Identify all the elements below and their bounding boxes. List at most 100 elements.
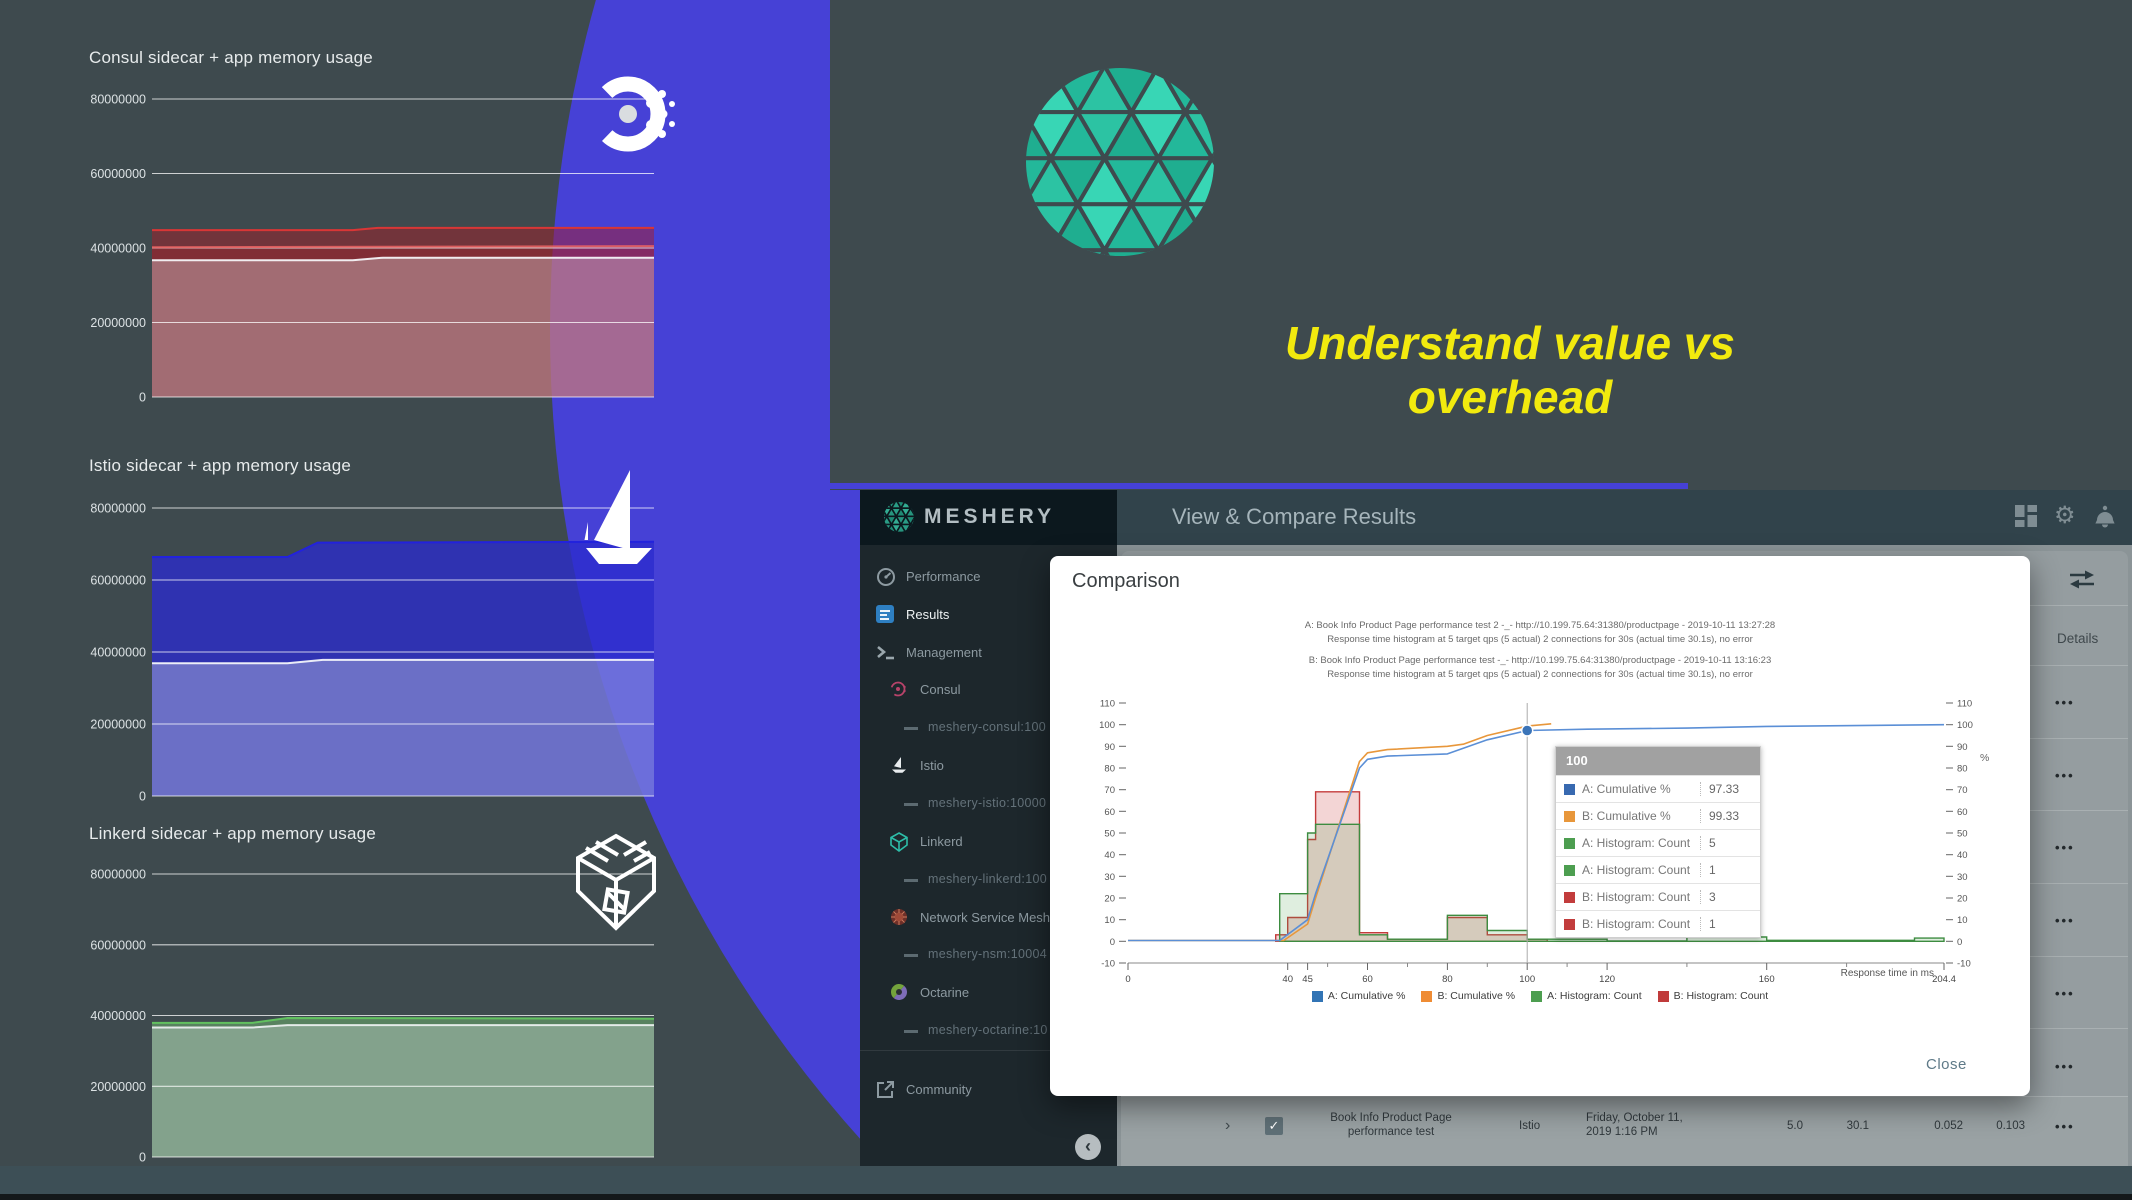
legend-item[interactable]: B: Cumulative % xyxy=(1421,990,1515,1002)
qps-cell: 5.0 xyxy=(1787,1120,1803,1132)
p50-cell: 0.052 xyxy=(1934,1120,1963,1132)
sidebar-item-label: Octarine xyxy=(920,985,970,1000)
series-swatch xyxy=(1564,864,1575,876)
svg-text:40000000: 40000000 xyxy=(90,242,146,256)
svg-text:20000000: 20000000 xyxy=(90,718,146,732)
svg-text:0: 0 xyxy=(1957,937,1962,948)
meshery-logo-icon xyxy=(1024,66,1216,263)
legend-label: A: Histogram: Count xyxy=(1547,990,1642,1002)
svg-text:0: 0 xyxy=(139,1151,146,1165)
svg-text:40: 40 xyxy=(1957,850,1968,861)
sidebar-item-label: Istio xyxy=(920,758,944,773)
dashboard-grid-icon[interactable] xyxy=(2015,505,2039,529)
consul-logo-icon xyxy=(588,66,680,167)
sidebar-item-community[interactable]: Community xyxy=(860,1078,1117,1104)
brand-wordmark: MESHERY xyxy=(924,505,1056,528)
duration-cell: 30.1 xyxy=(1846,1120,1869,1132)
sidebar-item-consul[interactable]: Consul xyxy=(860,678,1117,704)
row-checkbox[interactable]: ✓ xyxy=(1265,1117,1283,1135)
row-expand-chevron[interactable]: › xyxy=(1225,1117,1231,1134)
gauge-icon xyxy=(876,567,896,587)
sidebar-item-performance[interactable]: Performance xyxy=(860,565,1117,591)
svg-text:80: 80 xyxy=(1442,974,1453,985)
tooltip-row: A: Histogram: Count 5 xyxy=(1556,829,1760,856)
svg-text:110: 110 xyxy=(1957,699,1972,710)
svg-text:40: 40 xyxy=(1282,974,1293,985)
tooltip-value: 97.33 xyxy=(1700,782,1752,796)
svg-text:60000000: 60000000 xyxy=(90,167,146,181)
svg-text:80: 80 xyxy=(1957,764,1968,775)
results-icon xyxy=(876,605,896,625)
p99-cell: 0.103 xyxy=(1996,1120,2025,1132)
sidebar-item-results[interactable]: Results xyxy=(860,603,1117,629)
svg-text:0: 0 xyxy=(139,790,146,804)
notifications-bell-icon[interactable] xyxy=(2094,505,2118,529)
svg-text:0: 0 xyxy=(139,391,146,405)
sidebar-item-meshery-linkerd-100[interactable]: meshery-linkerd:100 xyxy=(860,868,1117,894)
brand-block[interactable]: MESHERY xyxy=(860,490,1117,545)
footer-strip xyxy=(0,1194,2132,1200)
legend-item[interactable]: A: Histogram: Count xyxy=(1531,990,1642,1002)
sidebar-item-label: Performance xyxy=(906,569,981,584)
sidebar-item-meshery-octarine-10[interactable]: meshery-octarine:10 xyxy=(860,1019,1117,1045)
tooltip-label: A: Histogram: Count xyxy=(1582,863,1691,877)
svg-text:30: 30 xyxy=(1104,872,1115,883)
istio-logo-icon xyxy=(584,466,654,593)
svg-text:30: 30 xyxy=(1957,872,1968,883)
svg-text:40000000: 40000000 xyxy=(90,646,146,660)
sidebar-collapse-button[interactable]: ‹ xyxy=(1075,1134,1101,1160)
row-menu-button[interactable]: ••• xyxy=(2055,1119,2075,1134)
svg-text:60: 60 xyxy=(1104,807,1115,818)
row-menu-button[interactable]: ••• xyxy=(2055,840,2075,855)
sidebar-item-meshery-consul-100[interactable]: meshery-consul:100 xyxy=(860,716,1117,742)
compare-arrows-icon[interactable] xyxy=(2068,567,2096,591)
series-swatch xyxy=(1564,810,1575,822)
sidebar-item-network-service-mesh[interactable]: Network Service Mesh xyxy=(860,906,1117,932)
legend-swatch xyxy=(1531,990,1543,1002)
sidebar-item-meshery-istio-10000[interactable]: meshery-istio:10000 xyxy=(860,792,1117,818)
tooltip-row: B: Histogram: Count 1 xyxy=(1556,910,1760,937)
close-button[interactable]: Close xyxy=(1926,1056,1967,1073)
tooltip-label: A: Cumulative % xyxy=(1582,782,1671,796)
svg-text:40000000: 40000000 xyxy=(90,1009,146,1023)
row-menu-button[interactable]: ••• xyxy=(2055,986,2075,1001)
svg-text:70: 70 xyxy=(1104,785,1115,796)
svg-text:60000000: 60000000 xyxy=(90,938,146,952)
page-title: View & Compare Results xyxy=(1172,504,1417,529)
dialog-title: Comparison xyxy=(1072,570,1180,592)
chart-title-b: B: Book Info Product Page performance te… xyxy=(1308,655,1772,666)
nsm-icon xyxy=(890,908,910,928)
sidebar-item-octarine[interactable]: Octarine xyxy=(860,981,1117,1007)
row-menu-button[interactable]: ••• xyxy=(2055,695,2075,710)
row-menu-button[interactable]: ••• xyxy=(2055,1059,2075,1074)
legend-label: A: Cumulative % xyxy=(1327,990,1406,1002)
svg-text:100: 100 xyxy=(1519,974,1535,985)
sidebar-item-meshery-nsm-10004[interactable]: meshery-nsm:10004 xyxy=(860,943,1117,969)
sidebar-item-label: Linkerd xyxy=(920,834,963,849)
row-menu-button[interactable]: ••• xyxy=(2055,768,2075,783)
tooltip-value: 99.33 xyxy=(1700,809,1752,823)
tooltip-label: B: Histogram: Count xyxy=(1582,917,1691,931)
linkerd-icon xyxy=(890,832,910,852)
meshery-sidebar-logo-icon xyxy=(882,500,916,539)
sidebar-item-linkerd[interactable]: Linkerd xyxy=(860,830,1117,856)
legend-label: B: Cumulative % xyxy=(1437,990,1516,1002)
legend-item[interactable]: A: Cumulative % xyxy=(1311,990,1406,1002)
svg-text:10: 10 xyxy=(1104,915,1115,926)
sidebar-item-label: Results xyxy=(906,607,950,622)
row-menu-button[interactable]: ••• xyxy=(2055,913,2075,928)
tooltip-value: 5 xyxy=(1700,836,1752,850)
sidebar-item-label: Consul xyxy=(920,682,961,697)
legend-item[interactable]: B: Histogram: Count xyxy=(1657,990,1768,1002)
sidebar-item-management[interactable]: Management xyxy=(860,641,1117,667)
svg-text:100: 100 xyxy=(1957,720,1973,731)
sidebar-item-istio[interactable]: Istio xyxy=(860,754,1117,780)
svg-text:110: 110 xyxy=(1100,699,1115,710)
settings-gear-icon[interactable]: ⚙ xyxy=(2054,502,2076,529)
sidebar-item-label: meshery-linkerd:100 xyxy=(928,872,1047,886)
tooltip-value: 1 xyxy=(1700,863,1752,877)
svg-text:45: 45 xyxy=(1302,974,1313,985)
tooltip-header: 100 xyxy=(1556,747,1760,775)
svg-text:90: 90 xyxy=(1957,742,1968,753)
